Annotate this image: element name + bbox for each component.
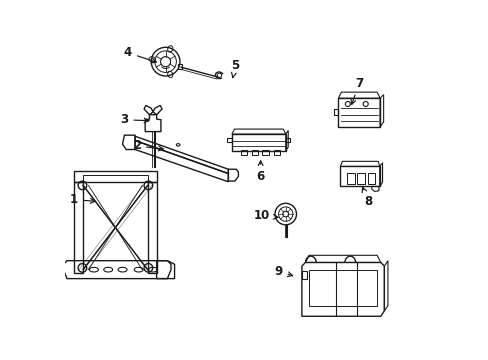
Text: 3: 3 [120, 113, 149, 126]
Bar [346, 173, 354, 184]
Text: 8: 8 [362, 188, 371, 208]
Bar [251, 150, 258, 155]
Bar [241, 150, 247, 155]
Text: 1: 1 [70, 193, 95, 206]
Bar [308, 270, 376, 306]
Text: 7: 7 [350, 77, 363, 104]
Bar [367, 173, 374, 184]
Bar [273, 150, 280, 155]
Text: 5: 5 [231, 59, 239, 78]
Text: 4: 4 [123, 46, 156, 63]
Bar [357, 173, 364, 184]
Text: 9: 9 [274, 265, 292, 278]
Text: 10: 10 [253, 210, 278, 222]
Text: 6: 6 [256, 161, 264, 183]
Text: 2: 2 [133, 139, 163, 152]
Bar [262, 150, 268, 155]
